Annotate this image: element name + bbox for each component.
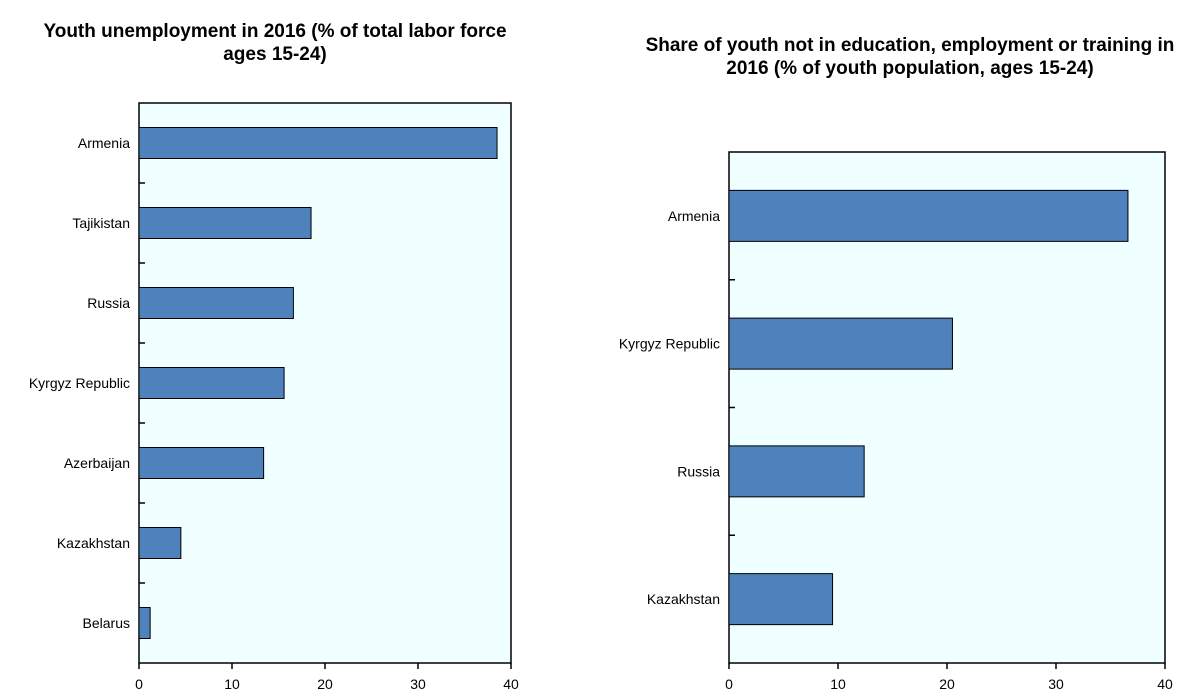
bar-left-6 xyxy=(138,607,151,639)
category-label-left-0: Armenia xyxy=(78,135,130,151)
category-label-right-0: Armenia xyxy=(668,208,720,224)
bar-right-1 xyxy=(728,317,953,370)
bar-right-0 xyxy=(728,189,1129,242)
bar-left-4 xyxy=(138,447,265,479)
x-tick-label-right-3: 30 xyxy=(1048,676,1064,692)
category-label-left-2: Russia xyxy=(87,295,130,311)
category-label-left-4: Azerbaijan xyxy=(64,455,130,471)
chart-title-youth-unemployment: Youth unemployment in 2016 (% of total l… xyxy=(43,21,507,65)
x-tick-label-right-2: 20 xyxy=(939,676,955,692)
x-tick-label-right-1: 10 xyxy=(830,676,846,692)
category-label-right-1: Kyrgyz Republic xyxy=(619,336,720,352)
x-tick-label-left-1: 10 xyxy=(224,676,240,692)
category-label-right-3: Kazakhstan xyxy=(647,591,720,607)
x-tick-label-right-0: 0 xyxy=(725,676,733,692)
category-label-right-2: Russia xyxy=(677,463,720,479)
category-label-left-1: Tajikistan xyxy=(72,215,130,231)
x-tick-label-right-4: 40 xyxy=(1157,676,1173,692)
bar-left-0 xyxy=(138,127,498,159)
bar-left-1 xyxy=(138,207,312,239)
chart-title-neet-share: Share of youth not in education, employm… xyxy=(645,35,1175,79)
bar-left-5 xyxy=(138,527,182,559)
category-label-left-5: Kazakhstan xyxy=(57,535,130,551)
bar-right-3 xyxy=(728,573,834,626)
category-label-left-6: Belarus xyxy=(83,615,130,631)
x-tick-label-left-0: 0 xyxy=(135,676,143,692)
bar-left-3 xyxy=(138,367,285,399)
x-tick-label-left-4: 40 xyxy=(503,676,519,692)
x-tick-label-left-2: 20 xyxy=(317,676,333,692)
bar-left-2 xyxy=(138,287,294,319)
x-tick-label-left-3: 30 xyxy=(410,676,426,692)
category-label-left-3: Kyrgyz Republic xyxy=(29,375,130,391)
bar-right-2 xyxy=(728,445,865,498)
